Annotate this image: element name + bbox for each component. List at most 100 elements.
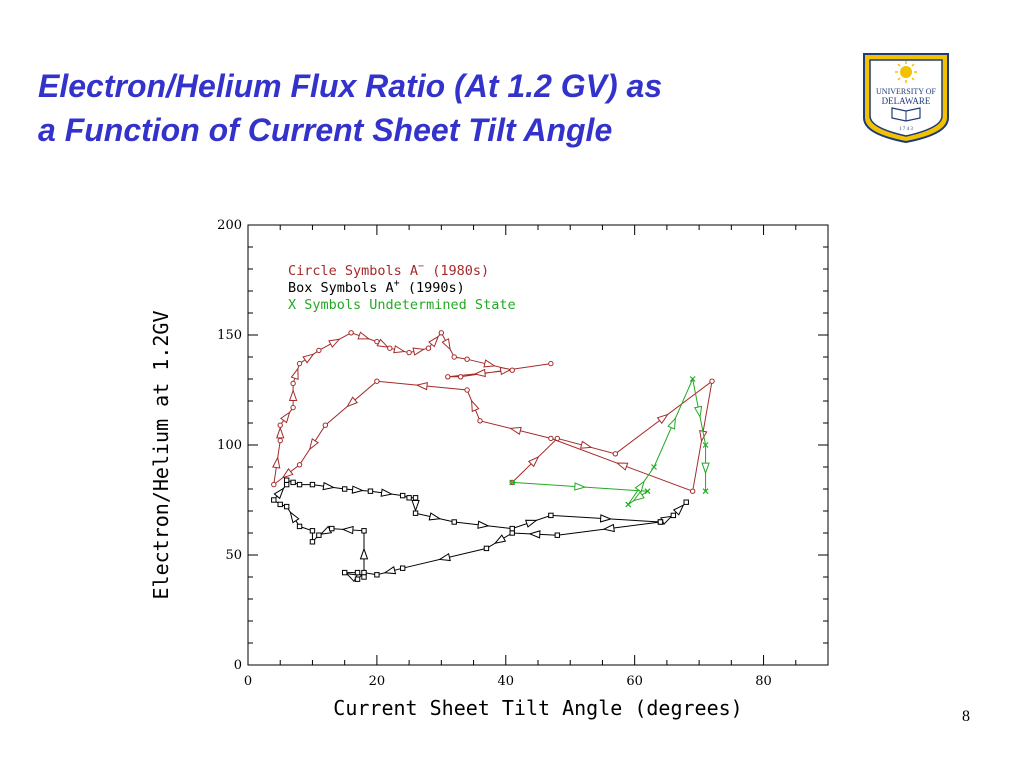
series-x bbox=[509, 376, 710, 508]
direction-arrow bbox=[599, 514, 613, 523]
data-point-circle bbox=[348, 330, 354, 336]
series-line bbox=[273, 331, 713, 492]
y-tick-label: 50 bbox=[225, 548, 242, 563]
direction-arrow bbox=[438, 552, 451, 562]
data-point-box bbox=[683, 499, 689, 505]
data-point-circle bbox=[464, 387, 470, 393]
data-point-box bbox=[354, 569, 361, 576]
chart-axes: 0 20 40 60 80 0 50 100 150 200 bbox=[217, 218, 829, 689]
direction-arrow bbox=[412, 347, 426, 356]
direction-arrow bbox=[322, 481, 336, 491]
direction-arrow bbox=[289, 511, 300, 524]
data-point-circle bbox=[316, 347, 322, 354]
data-point-box bbox=[361, 569, 367, 576]
data-point-circle bbox=[464, 356, 470, 362]
direction-arrow bbox=[471, 399, 480, 413]
chart-series bbox=[271, 330, 715, 583]
direction-arrow bbox=[667, 417, 676, 430]
data-point-x bbox=[644, 488, 651, 495]
data-point-circle bbox=[290, 380, 296, 387]
data-point-box bbox=[412, 510, 419, 516]
direction-arrow bbox=[290, 367, 299, 381]
data-point-box bbox=[406, 495, 412, 501]
data-point-x bbox=[651, 464, 657, 470]
data-point-x bbox=[702, 442, 709, 448]
data-point-box bbox=[399, 565, 406, 571]
direction-arrow bbox=[579, 440, 593, 449]
direction-arrow bbox=[411, 500, 420, 513]
data-point-box bbox=[657, 519, 664, 525]
data-point-box bbox=[412, 495, 419, 501]
direction-arrow bbox=[693, 405, 703, 419]
direction-arrow bbox=[272, 456, 281, 469]
flux-ratio-chart: 0 20 40 60 80 0 50 100 150 200 Circle Symbols A− … bbox=[149, 218, 829, 720]
x-tick-label: 20 bbox=[369, 674, 386, 689]
data-point-box bbox=[329, 525, 335, 532]
direction-arrow bbox=[351, 485, 365, 494]
data-point-circle bbox=[477, 418, 483, 424]
data-point-box bbox=[361, 574, 367, 580]
direction-arrow bbox=[615, 462, 629, 471]
direction-arrow bbox=[302, 353, 315, 364]
direction-arrow bbox=[483, 359, 496, 368]
direction-arrow bbox=[524, 519, 538, 528]
direction-arrow bbox=[632, 491, 645, 502]
data-point-circle bbox=[271, 481, 277, 488]
slide-title-line2: a Function of Current Sheet Tilt Angle bbox=[38, 112, 613, 148]
direction-arrow bbox=[346, 396, 359, 408]
data-point-box bbox=[309, 481, 316, 488]
data-point-circle bbox=[457, 374, 464, 380]
logo-year: 1 7 4 3 bbox=[899, 127, 913, 132]
direction-arrow bbox=[672, 504, 685, 516]
direction-arrow bbox=[273, 487, 285, 500]
direction-arrow bbox=[656, 413, 669, 425]
direction-arrow bbox=[288, 388, 298, 401]
direction-arrow bbox=[415, 381, 428, 391]
legend-entry: Box Symbols A+ (1990s) bbox=[288, 278, 465, 296]
data-point-box bbox=[341, 486, 348, 492]
data-point-circle bbox=[612, 451, 619, 457]
direction-arrow bbox=[359, 547, 369, 560]
y-tick-label: 0 bbox=[234, 658, 242, 673]
direction-arrow bbox=[308, 438, 319, 451]
data-point-box bbox=[374, 572, 380, 578]
page-number: 8 bbox=[962, 708, 970, 725]
legend-entry: X Symbols Undetermined State bbox=[288, 297, 516, 313]
data-point-circle bbox=[554, 435, 561, 442]
direction-arrow bbox=[574, 482, 587, 491]
direction-arrow bbox=[281, 468, 294, 479]
series-circle bbox=[271, 330, 715, 494]
y-tick-label: 200 bbox=[217, 218, 242, 233]
data-point-circle bbox=[438, 330, 445, 336]
data-point-x bbox=[689, 376, 696, 382]
data-point-box bbox=[283, 477, 290, 483]
direction-arrow bbox=[380, 488, 394, 497]
data-point-box bbox=[451, 519, 457, 525]
data-point-x bbox=[509, 479, 516, 486]
data-point-circle bbox=[689, 488, 696, 494]
data-point-circle bbox=[277, 437, 283, 444]
data-point-box bbox=[554, 532, 561, 538]
slide-title-line1: Electron/Helium Flux Ratio (At 1.2 GV) a… bbox=[38, 68, 663, 104]
direction-arrow bbox=[276, 426, 285, 439]
data-point-box bbox=[296, 523, 303, 530]
book-icon bbox=[891, 107, 921, 122]
direction-arrow bbox=[473, 368, 486, 378]
data-point-box bbox=[271, 497, 277, 503]
direction-arrow bbox=[393, 345, 406, 354]
data-point-box bbox=[283, 481, 290, 488]
direction-arrow bbox=[383, 566, 397, 575]
data-point-circle bbox=[425, 345, 432, 351]
direction-arrow bbox=[428, 335, 440, 348]
data-point-box bbox=[670, 512, 677, 519]
y-axis-label: Electron/Helium at 1.2GV bbox=[149, 311, 173, 600]
data-point-circle bbox=[509, 367, 515, 373]
direction-arrow bbox=[328, 338, 341, 348]
x-axis-label: Current Sheet Tilt Angle (degrees) bbox=[333, 696, 742, 720]
chart-legend: Circle Symbols A− (1980s)Box Symbols A+ … bbox=[288, 261, 516, 313]
data-point-box bbox=[316, 532, 322, 538]
x-tick-label: 40 bbox=[498, 674, 515, 689]
data-point-box bbox=[399, 492, 406, 499]
data-point-box bbox=[283, 503, 290, 510]
data-point-box bbox=[548, 512, 554, 519]
